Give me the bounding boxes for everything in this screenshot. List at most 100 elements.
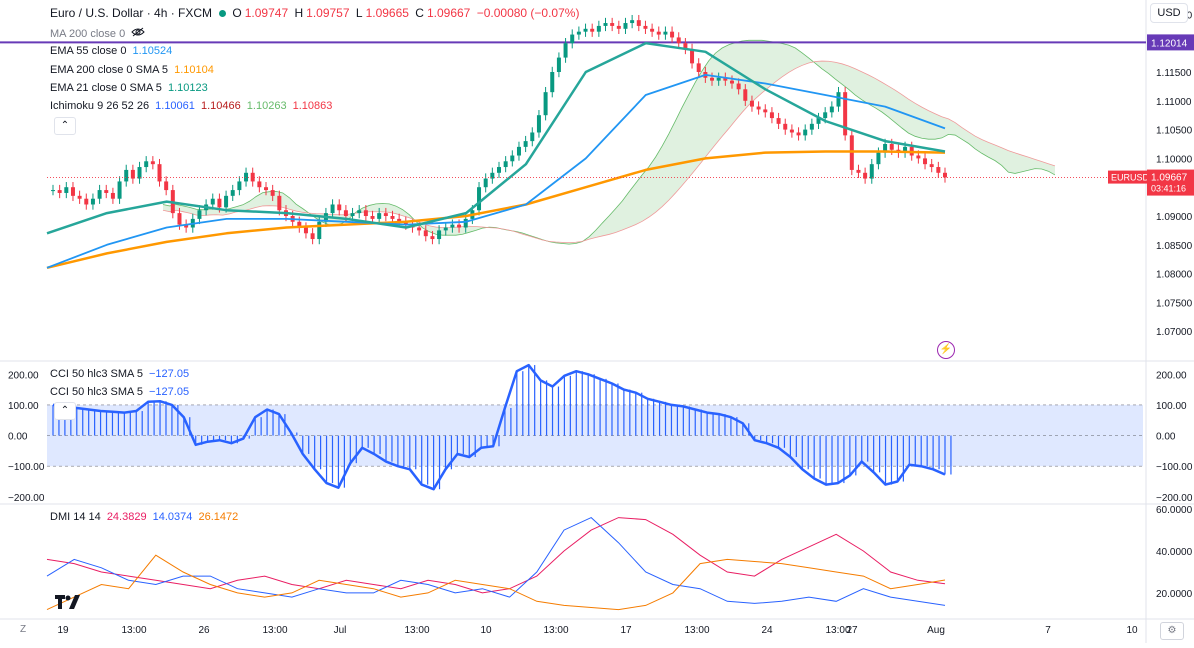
market-open-dot — [219, 10, 227, 18]
time-tick-label: 13:00 — [825, 625, 850, 636]
candle-body — [357, 210, 362, 214]
candle-body — [150, 161, 155, 165]
time-tick-label: 13:00 — [404, 625, 429, 636]
candle-body — [363, 210, 368, 216]
ma-line-ema-200 — [46, 150, 946, 270]
countdown-label: 03:41:16 — [1151, 184, 1186, 194]
candle-body — [643, 25, 648, 29]
ichimoku-span-b — [162, 60, 1056, 244]
candle-body — [197, 210, 202, 219]
indicator-ma200[interactable]: MA 200 close 0 — [50, 27, 148, 41]
cci-value: −127.05 — [149, 368, 190, 380]
ichimoku-base-value: 1.10466 — [200, 100, 241, 112]
ema55-label: EMA 55 close 0 — [50, 45, 127, 57]
candle-body — [676, 37, 681, 44]
indicator-ema55[interactable]: EMA 55 close 0 1.10524 — [50, 45, 175, 58]
candle-body — [130, 169, 135, 179]
cci-label: CCI 50 hlc3 SMA 5 — [50, 368, 143, 380]
open-value: 1.09747 — [244, 6, 289, 20]
candle-body — [390, 216, 395, 219]
cci-legend-2[interactable]: CCI 50 hlc3 SMA 5 −127.05 — [50, 386, 192, 399]
candle-body — [729, 80, 734, 84]
candle-body — [889, 144, 894, 150]
time-tick-label: 27 — [846, 625, 858, 636]
time-tick-label: 13:00 — [121, 625, 146, 636]
close-value: 1.09667 — [426, 6, 471, 20]
candle-body — [716, 77, 721, 81]
candle-body — [124, 169, 129, 182]
ichimoku-span-a-value: 1.10263 — [246, 100, 287, 112]
time-tick-label: Jul — [334, 625, 347, 636]
candle-body — [690, 48, 695, 64]
candle-body — [550, 72, 555, 93]
candle-body — [110, 192, 115, 199]
ma-line-ema-21 — [46, 41, 946, 235]
candle-body — [230, 190, 235, 196]
high-value: 1.09757 — [306, 6, 350, 20]
candle-body — [330, 204, 335, 214]
time-tick-label: 10 — [480, 625, 492, 636]
dmi-line — [46, 517, 946, 594]
cci-tick-label-right: −100.00 — [1156, 462, 1193, 473]
time-tick-label: 13:00 — [262, 625, 287, 636]
candle-body — [523, 141, 528, 147]
candle-body — [510, 155, 515, 162]
candle-body — [297, 221, 302, 228]
candle-body — [144, 161, 149, 168]
ichimoku-span-b-value: 1.10863 — [292, 100, 333, 112]
currency-button[interactable]: USD — [1150, 3, 1188, 23]
candle-body — [789, 129, 794, 133]
candle-body — [636, 20, 641, 26]
dmi-legend[interactable]: DMI 14 14 24.3829 14.0374 26.1472 — [50, 511, 241, 524]
collapse-cci-legend-button[interactable]: ⌃ — [54, 402, 76, 420]
candle-body — [903, 146, 908, 153]
eye-off-icon[interactable] — [131, 27, 145, 40]
candle-body — [763, 109, 768, 113]
cci-tick-label-right: −200.00 — [1156, 493, 1193, 504]
tradingview-logo-icon[interactable] — [55, 595, 81, 614]
gear-icon[interactable]: ⚙ — [1160, 622, 1184, 640]
cci-legend-1[interactable]: CCI 50 hlc3 SMA 5 −127.05 — [50, 368, 192, 381]
time-tick-label: 10 — [1126, 625, 1138, 636]
candle-body — [503, 161, 508, 168]
candle-body — [596, 25, 601, 32]
time-tick-label: 7 — [1045, 625, 1051, 636]
candle-body — [317, 221, 322, 240]
time-tick-label: 13:00 — [543, 625, 568, 636]
candle-body — [710, 77, 715, 81]
ichimoku-conversion-value: 1.10061 — [155, 100, 195, 112]
cci-tick-label-right: 0.00 — [1156, 432, 1176, 443]
candle-body — [370, 216, 375, 219]
candle-body — [863, 172, 868, 179]
candle-body — [437, 230, 442, 240]
flash-icon[interactable]: ⚡ — [937, 341, 955, 359]
candle-body — [583, 28, 588, 32]
candle-body — [483, 178, 488, 188]
candle-body — [603, 23, 608, 26]
indicator-ema21[interactable]: EMA 21 close 0 SMA 5 1.10123 — [50, 82, 211, 95]
candle-body — [663, 31, 668, 35]
time-tick-label: 19 — [57, 625, 69, 636]
candle-body — [217, 198, 222, 208]
dmi-line — [46, 554, 946, 611]
collapse-legend-button[interactable]: ⌃ — [54, 117, 76, 135]
candle-body — [250, 172, 255, 182]
candle-body — [97, 190, 102, 199]
cci-line — [52, 363, 946, 491]
candle-body — [670, 31, 675, 38]
candle-body — [184, 224, 189, 228]
change-value: −0.00080 (−0.07%) — [476, 6, 580, 20]
cci-tick-label-right: 200.00 — [1156, 370, 1187, 381]
ma200-label: MA 200 close 0 — [50, 28, 126, 40]
candle-body — [936, 167, 941, 173]
cci-tick-label-right: 100.00 — [1156, 401, 1187, 412]
indicator-ichimoku[interactable]: Ichimoku 9 26 52 26 1.10061 1.10466 1.10… — [50, 100, 335, 113]
indicator-ema200[interactable]: EMA 200 close 0 SMA 5 1.10104 — [50, 64, 217, 77]
timezone-z-label[interactable]: Z — [20, 624, 27, 635]
symbol-title[interactable]: Euro / U.S. Dollar · 4h · FXCM — [50, 6, 213, 20]
open-label: O — [232, 6, 242, 20]
price-tick-label: 1.10000 — [1156, 154, 1193, 165]
cci-tick-label-left: 100.00 — [8, 401, 39, 412]
